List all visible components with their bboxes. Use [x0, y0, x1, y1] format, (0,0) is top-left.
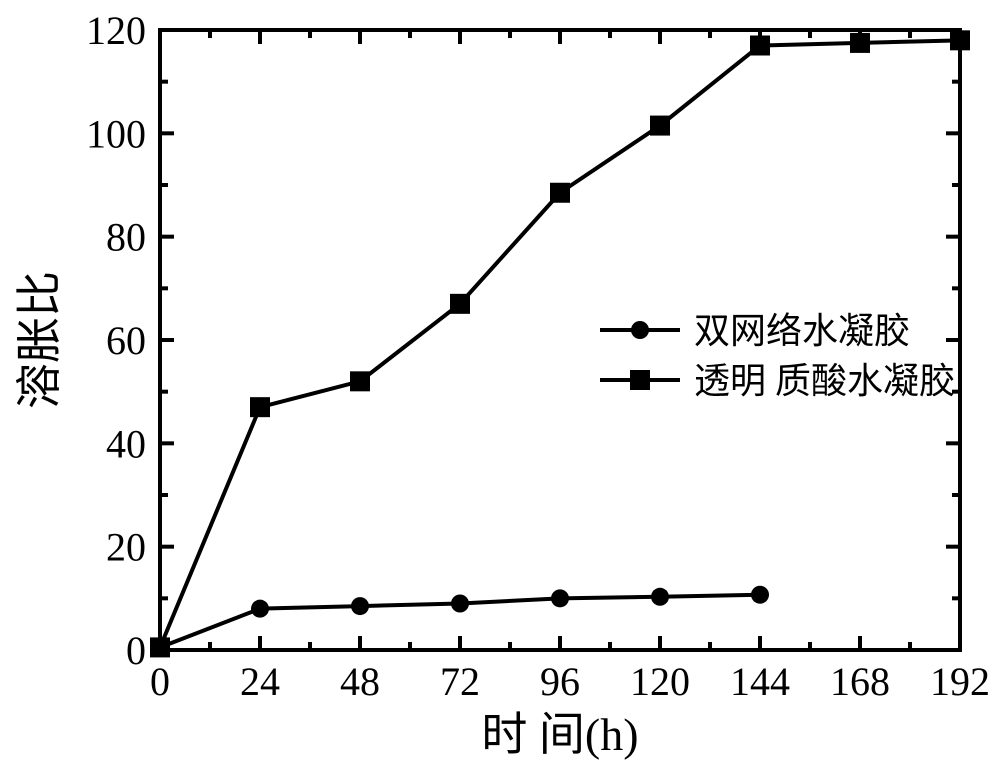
data-marker-square — [250, 397, 270, 417]
data-marker-square — [650, 116, 670, 136]
x-tick-label: 168 — [830, 659, 890, 704]
x-tick-label: 96 — [540, 659, 580, 704]
x-tick-label: 192 — [930, 659, 990, 704]
data-marker-square — [850, 33, 870, 53]
data-marker-square — [450, 294, 470, 314]
data-marker-square — [150, 637, 170, 657]
data-marker-square — [350, 371, 370, 391]
chart-container: 0 24 48 72 96 120 144 168 192 0 20 40 60 80 100 120 时 间(… — [0, 0, 1000, 776]
data-marker-circle — [451, 595, 469, 613]
data-marker-square — [550, 183, 570, 203]
line-chart: 0 24 48 72 96 120 144 168 192 0 20 40 60 80 100 120 时 间(… — [0, 0, 1000, 776]
data-marker-square — [950, 30, 970, 50]
x-tick-label: 24 — [240, 659, 280, 704]
legend-label: 透明 质酸水凝胶 — [694, 361, 955, 401]
y-tick-label: 40 — [106, 421, 146, 466]
y-axis-label: 溶胀比 — [14, 271, 65, 409]
legend-marker-circle — [631, 321, 649, 339]
legend-marker-square — [630, 370, 650, 390]
x-axis-label: 时 间(h) — [481, 709, 638, 760]
x-tick-label: 72 — [440, 659, 480, 704]
data-marker-circle — [251, 600, 269, 618]
y-tick-label: 120 — [86, 8, 146, 53]
y-tick-label: 80 — [106, 215, 146, 260]
x-tick-label: 0 — [150, 659, 170, 704]
y-tick-label: 20 — [106, 525, 146, 570]
data-marker-circle — [651, 588, 669, 606]
x-tick-label: 48 — [340, 659, 380, 704]
data-marker-circle — [751, 586, 769, 604]
y-tick-label: 100 — [86, 111, 146, 156]
x-tick-label: 120 — [630, 659, 690, 704]
data-marker-circle — [351, 597, 369, 615]
y-tick-label: 0 — [126, 628, 146, 673]
x-tick-label: 144 — [730, 659, 790, 704]
data-marker-circle — [551, 589, 569, 607]
y-tick-label: 60 — [106, 318, 146, 363]
legend-label: 双网络水凝胶 — [694, 311, 910, 351]
data-marker-square — [750, 36, 770, 56]
